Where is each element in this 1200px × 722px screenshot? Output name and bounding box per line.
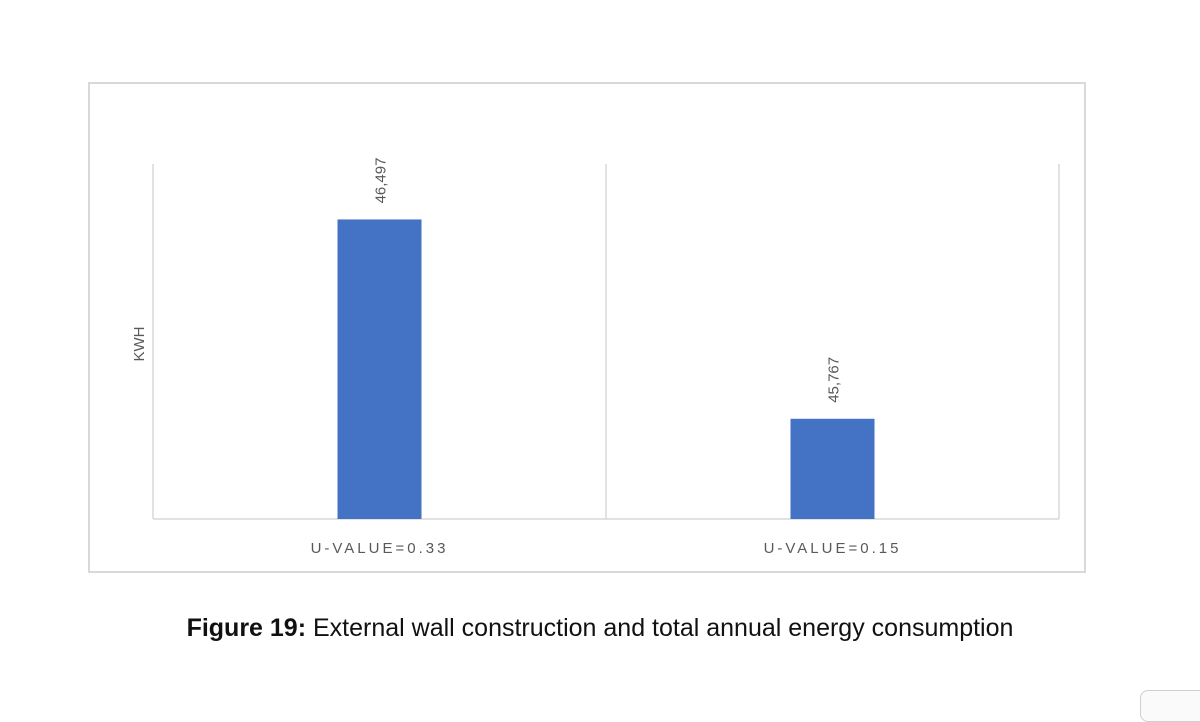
data-label-u-value-0-15: 45,767 — [826, 357, 843, 403]
bar-u-value-0-33 — [337, 219, 422, 519]
corner-widget[interactable] — [1140, 690, 1200, 722]
data-label-u-value-0-33: 46,497 — [373, 158, 390, 204]
x-tick-label-u-value-0-33: U-VALUE=0.33 — [311, 540, 449, 557]
caption-text: External wall construction and total ann… — [306, 614, 1014, 642]
y-axis-title: KWH — [131, 327, 148, 362]
figure-caption: Figure 19: External wall construction an… — [0, 614, 1200, 643]
bar-u-value-0-15 — [790, 418, 875, 519]
caption-label: Figure 19: — [186, 614, 307, 642]
bar-chart: KWH 46,497 45,767 U-VALUE=0.33 U-VALUE=0… — [131, 158, 1060, 557]
chart-frame — [88, 82, 1086, 573]
x-tick-label-u-value-0-15: U-VALUE=0.15 — [764, 540, 902, 557]
